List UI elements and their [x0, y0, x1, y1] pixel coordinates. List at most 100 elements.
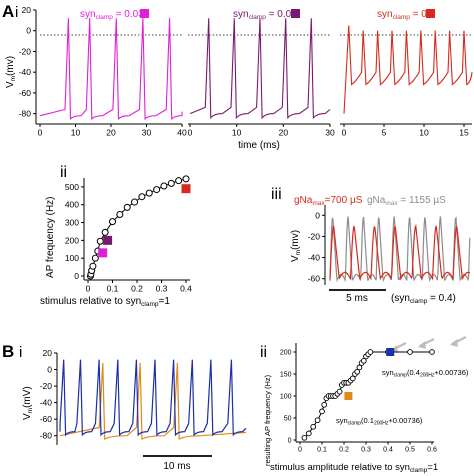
y-tick-label: -60 [40, 414, 53, 424]
ai2-xlabel: time (ms) [238, 140, 280, 151]
y-tick-label: -40 [19, 67, 32, 77]
y-tick-label: 100 [280, 393, 292, 400]
bii-marker-orange [344, 392, 353, 400]
bii-points [301, 349, 435, 441]
aii-marker-purple [103, 235, 113, 245]
aii-data-point [89, 262, 97, 270]
x-tick-label: 0.1 [317, 447, 327, 454]
aii-data-point [101, 228, 109, 236]
bii-data-point [314, 417, 321, 424]
aii-data-point [175, 177, 183, 185]
aii-data-point [96, 237, 104, 245]
aiii-annotation: (synclamp = 0.4) [391, 293, 456, 305]
panel-label-b: B [2, 342, 14, 361]
ai1-trace [39, 18, 183, 121]
bii-data-point [407, 349, 413, 355]
x-tick-label: 0 [38, 128, 43, 138]
chart-ai-3: synclamp = 0.4 0 5 10 15 [340, 9, 473, 138]
x-tick-label: 0 [342, 128, 347, 138]
bii-marker-blue [386, 348, 395, 356]
x-tick-label: 10 [71, 128, 81, 138]
x-tick-label: 0.3 [361, 447, 371, 454]
y-tick-label: 50 [284, 415, 292, 422]
y-tick-label: 0 [26, 26, 31, 36]
aii-data-point [167, 179, 175, 187]
ai1-legend: synclamp = 0.03 [80, 9, 144, 21]
bii-data-point [310, 423, 317, 430]
aii-data-point [91, 254, 99, 262]
x-tick-label: 10 [232, 128, 242, 138]
chart-ai-1: synclamp = 0.03 -80 -60 -40 -20 0 20 0 10 20 30 4… [5, 5, 187, 138]
chart-aiii: gNamax=700 µS gNamax = 1155 µS -60 -40 -20… [290, 195, 471, 305]
bi-ylabel: Vm(mV) [22, 386, 34, 420]
bi-trace-blue [59, 359, 247, 437]
y-tick-label: 0 [288, 437, 292, 444]
bii-markers [344, 348, 395, 400]
y-tick-label: -40 [308, 253, 321, 263]
x-tick-label: 0.6 [427, 447, 437, 454]
x-tick-label: 0.4 [383, 447, 393, 454]
bii-marker-label-blue: synclamp(0.4200Hz+0.00736) [382, 368, 469, 379]
aii-data-point [145, 189, 153, 197]
bii-y-ticks: 0 50 100 150 200 [280, 349, 296, 444]
ai2-legend-swatch [291, 9, 300, 18]
aiii-scalebar-label: 5 ms [346, 293, 368, 304]
bii-data-point [305, 430, 312, 437]
y-tick-label: 150 [280, 371, 292, 378]
x-tick-label: 0.4 [180, 284, 192, 294]
y-tick-label: -80 [19, 109, 32, 119]
x-tick-label: 30 [142, 128, 152, 138]
x-tick-label: 0.3 [156, 284, 168, 294]
aii-xlabel: stimulus relative to synclamp=1 [40, 296, 170, 308]
y-tick-label: 0 [315, 210, 320, 220]
bii-data-point [356, 364, 363, 371]
ai1-legend-swatch [140, 9, 149, 18]
panel-label-a: A [2, 2, 14, 21]
aii-markers [98, 184, 191, 258]
bii-data-point [349, 375, 356, 382]
chart-bii: 0 50 100 150 200 0 0.1 0.2 0.3 0.4 0.5 0.6 synclam… [263, 336, 469, 474]
aii-curve [90, 178, 187, 277]
y-tick-label: -20 [308, 231, 321, 241]
x-tick-label: 0.5 [405, 447, 415, 454]
x-tick-label: 0 [188, 128, 193, 138]
bii-arrow-head [418, 341, 426, 349]
chart-ai-2: synclamp = 0.05 0 10 20 30 time (ms) [188, 9, 335, 151]
panel-label-b-i: i [19, 344, 22, 361]
panel-label-b-ii: ii [260, 344, 267, 361]
ai1-ylabel: Vm(mv) [5, 56, 17, 88]
ai3-legend-swatch [426, 9, 435, 18]
y-tick-label: 0 [74, 271, 79, 281]
x-tick-label: 0 [86, 284, 91, 294]
ai1-x-ticks: 0 10 20 30 40 [38, 124, 187, 138]
bi-trace-orange [59, 362, 247, 440]
y-tick-label: -60 [308, 274, 321, 284]
aii-x-ticks: 0 0.1 0.2 0.3 0.4 [86, 280, 192, 294]
aii-marker-red [181, 184, 191, 194]
y-tick-label: 200 [65, 235, 79, 245]
y-tick-label: -60 [19, 88, 32, 98]
aiii-y-ticks: -60 -40 -20 0 [308, 210, 325, 284]
bii-x-ticks: 0 0.1 0.2 0.3 0.4 0.5 0.6 [298, 442, 437, 454]
ai2-legend: synclamp = 0.05 [233, 9, 297, 21]
aii-y-ticks: 0 100 200 300 400 500 [65, 182, 84, 281]
y-tick-label: 0 [47, 365, 52, 375]
bii-ylabel: resulting AP frequency (Hz) [263, 374, 272, 466]
x-tick-label: 0 [298, 447, 302, 454]
aii-marker-magenta [98, 248, 108, 258]
x-tick-label: 15 [459, 128, 469, 138]
y-tick-label: 20 [22, 5, 32, 15]
aii-ylabel: AP frequency (Hz) [45, 196, 56, 278]
panel-label-a-ii: ii [60, 164, 67, 181]
x-tick-label: 10 [419, 128, 429, 138]
bii-data-point [319, 408, 325, 415]
x-tick-label: 30 [325, 128, 335, 138]
panel-label-a-iii: iii [271, 186, 282, 203]
aiii-legend-red: gNamax=700 µS [294, 195, 363, 207]
bii-arrow-head [450, 339, 458, 347]
bii-arrows [390, 336, 467, 353]
y-tick-label: 300 [65, 218, 79, 228]
x-tick-label: 20 [106, 128, 116, 138]
bii-xlabel: stimulus amplitude relative to synclamp=… [270, 462, 438, 474]
